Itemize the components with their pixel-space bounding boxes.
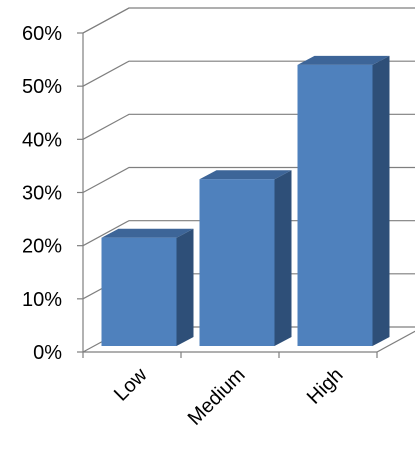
y-tick-label: 0%: [33, 342, 62, 364]
bar-front: [101, 237, 177, 346]
y-tick-label: 10%: [22, 289, 62, 311]
y-tick-label: 50%: [22, 76, 62, 98]
x-category-label: Medium: [184, 364, 250, 430]
y-axis-tick-labels: 0% 10% 20% 30% 40% 50% 60%: [22, 23, 62, 364]
bar-low: [101, 228, 194, 346]
gridline: [82, 7, 415, 34]
y-tick-label: 60%: [22, 23, 62, 45]
bar-top: [199, 170, 292, 180]
bar-top: [297, 55, 390, 65]
bar-front: [199, 179, 275, 346]
bar-top: [101, 228, 194, 238]
bar-side: [176, 228, 194, 346]
y-tick-label: 20%: [22, 236, 62, 258]
bar-medium: [199, 170, 292, 346]
bar-side: [274, 170, 292, 346]
bar-high: [297, 55, 390, 347]
x-category-label: High: [303, 364, 348, 409]
bar-front: [297, 64, 373, 347]
y-tick-label: 30%: [22, 183, 62, 205]
bars: [101, 55, 390, 347]
y-tick-label: 40%: [22, 129, 62, 151]
bar-side: [372, 55, 390, 347]
x-category-label: Low: [110, 364, 152, 406]
x-axis-category-labels: Low Medium High: [110, 364, 348, 430]
